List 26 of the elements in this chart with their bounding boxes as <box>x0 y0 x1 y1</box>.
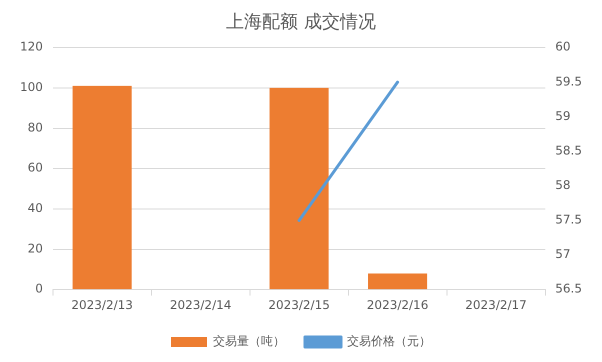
y2-tick-label: 56.5 <box>555 282 582 296</box>
y-tick-label: 60 <box>28 160 43 175</box>
y-tick-label: 120 <box>20 40 43 54</box>
y-tick-label: 100 <box>20 80 43 94</box>
y2-tick-label: 59 <box>555 108 571 123</box>
y2-tick-label: 60 <box>555 40 571 54</box>
x-tick-label: 2023/2/14 <box>170 298 232 312</box>
bar <box>368 273 428 290</box>
x-tick-label: 2023/2/15 <box>268 298 330 312</box>
y2-tick-label: 59.5 <box>555 74 582 88</box>
x-tick-label: 2023/2/16 <box>366 298 428 312</box>
legend-label: 交易价格（元） <box>347 334 431 348</box>
bar <box>270 88 329 290</box>
legend-label: 交易量（吨） <box>213 334 285 348</box>
chart-title: 上海配额 成交情况 <box>226 11 376 32</box>
x-tick-label: 2023/2/13 <box>71 298 133 312</box>
y2-tick-label: 58.5 <box>555 143 582 158</box>
y2-tick-label: 58 <box>555 178 571 192</box>
y-tick-label: 20 <box>28 241 43 256</box>
y2-tick-label: 57.5 <box>555 212 582 227</box>
y2-tick-label: 57 <box>555 247 571 262</box>
x-tick-label: 2023/2/17 <box>465 298 527 312</box>
y-tick-label: 40 <box>28 201 43 216</box>
y-tick-label: 80 <box>28 120 43 134</box>
bar <box>72 86 132 290</box>
y-tick-label: 0 <box>35 282 43 296</box>
